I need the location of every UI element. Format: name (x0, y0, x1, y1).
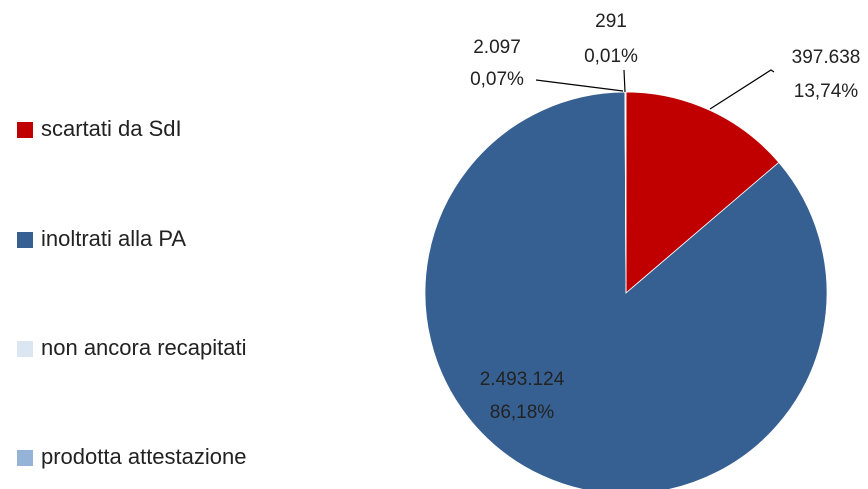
pie-slice (624, 91, 627, 294)
legend-label: inoltrati alla PA (41, 226, 186, 251)
legend-label: non ancora recapitati (41, 335, 246, 360)
legend-swatch (17, 232, 33, 248)
legend-swatch (17, 341, 33, 357)
pie-slice (424, 91, 828, 489)
data-label: 2.097 (473, 37, 521, 58)
legend-label: scartati da SdI (41, 116, 182, 141)
percent-label: 0,07% (470, 69, 524, 90)
data-label: 291 (595, 11, 627, 32)
leader-line (535, 79, 624, 92)
legend-label: prodotta attestazione (41, 444, 246, 469)
legend-swatch (17, 450, 33, 466)
legend-swatch (17, 122, 33, 138)
percent-label: 0,01% (584, 46, 638, 67)
percent-label: 13,74% (794, 81, 859, 102)
percent-label: 86,18% (490, 402, 555, 423)
leader-line (623, 69, 626, 93)
data-label: 397.638 (792, 47, 861, 68)
leader-line (709, 69, 775, 110)
data-label: 2.493.124 (480, 369, 565, 390)
pie-slice (625, 91, 780, 294)
